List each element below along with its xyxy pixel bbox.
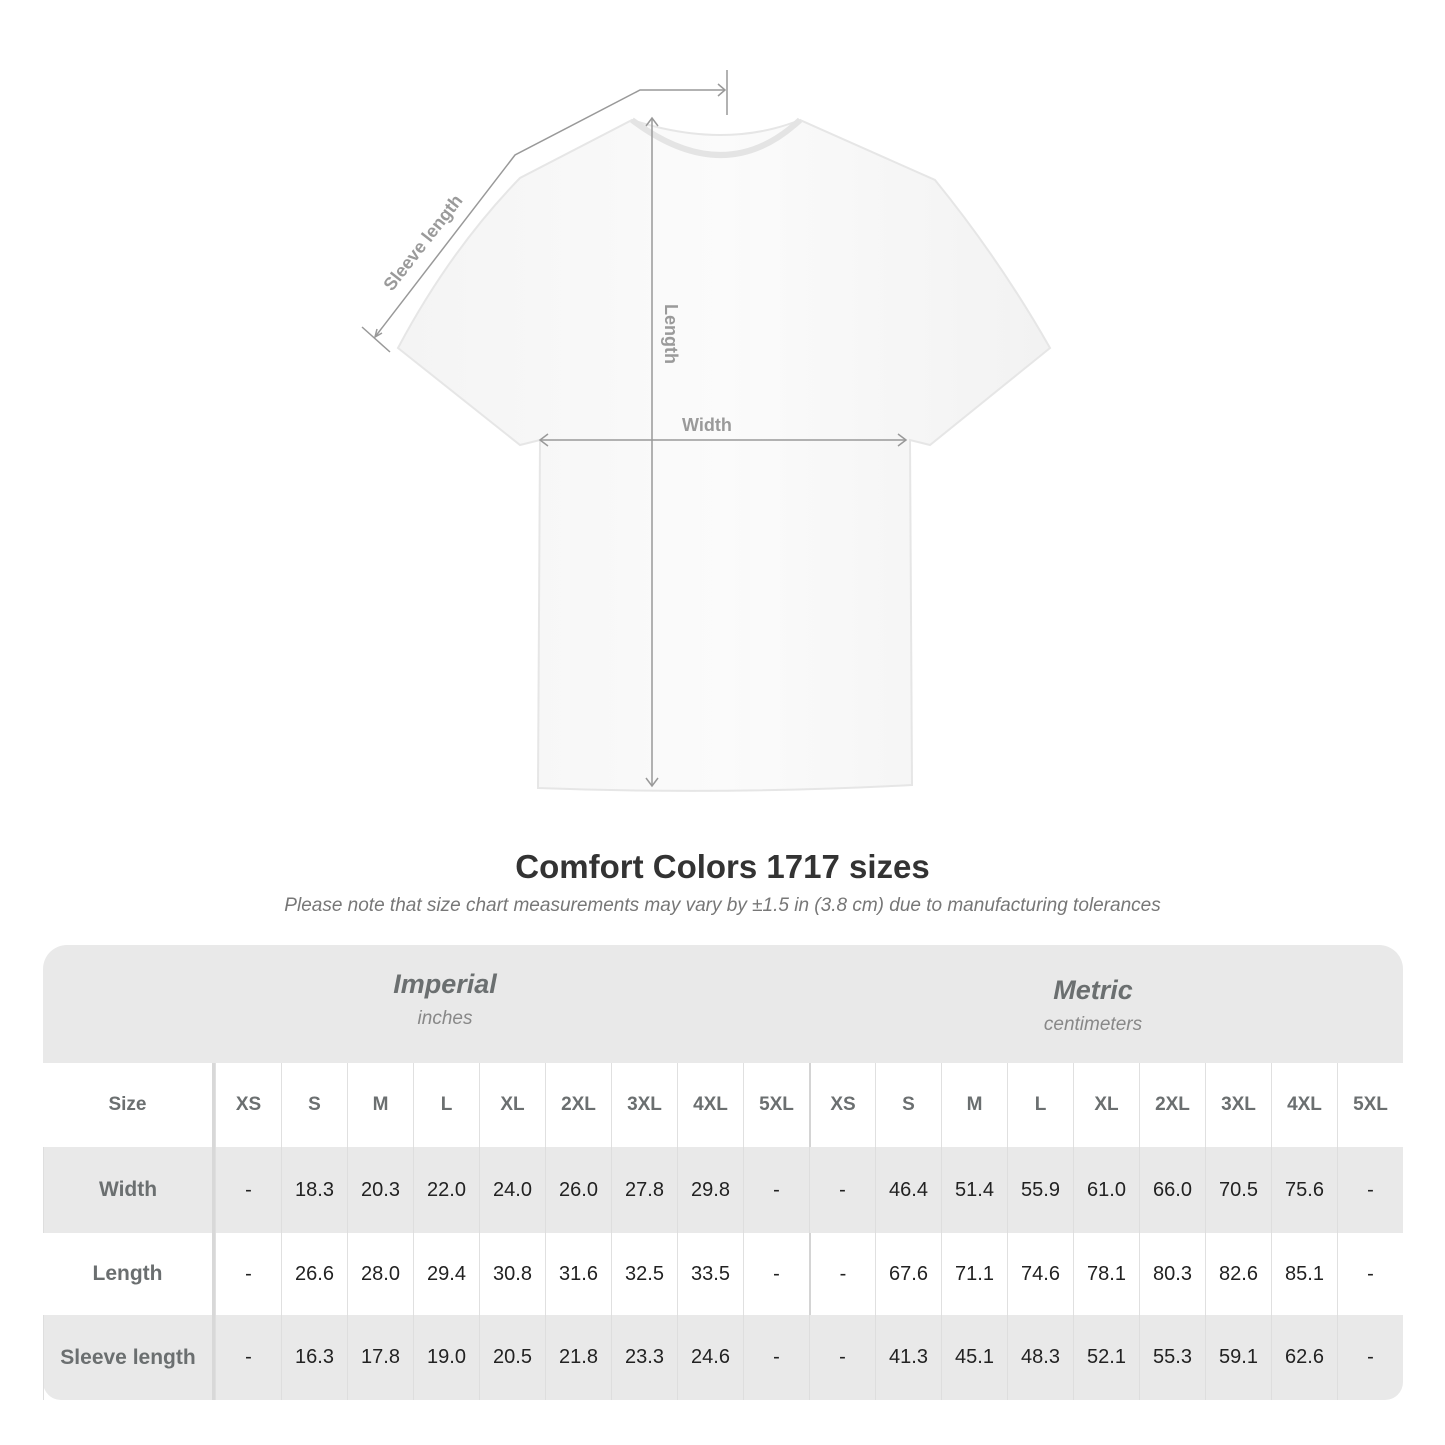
size-header-metric: 4XL [1271,1063,1337,1147]
measurement-cell-imperial: 18.3 [281,1147,347,1233]
imperial-header: Imperial inches [148,945,742,1030]
measurement-cell-imperial: - [743,1315,809,1400]
measurement-cell-imperial: 20.5 [479,1315,545,1400]
measurement-cell-imperial: 24.0 [479,1147,545,1233]
size-header-metric: 3XL [1205,1063,1271,1147]
measurement-cell-metric: 75.6 [1271,1147,1337,1233]
measurement-cell-metric: 61.0 [1073,1147,1139,1233]
size-header-imperial: S [281,1063,347,1147]
measurement-cell-imperial: 30.8 [479,1233,545,1315]
table-row: Width -18.3 20.3 22.0 24.0 26.0 27.8 29.8- -46.4… [43,1147,1403,1233]
measurement-cell-imperial: 29.8 [677,1147,743,1233]
row-label: Size [43,1063,215,1147]
length-label: Length [661,304,681,364]
size-header-metric: 5XL [1337,1063,1403,1147]
measurement-cell-metric: 45.1 [941,1315,1007,1400]
measurement-cell-metric: 51.4 [941,1147,1007,1233]
width-label: Width [682,415,732,435]
size-header-metric: 2XL [1139,1063,1205,1147]
size-header-metric: M [941,1063,1007,1147]
measurement-cell-metric: - [809,1233,875,1315]
measurement-cell-metric: 52.1 [1073,1315,1139,1400]
measurement-cell-imperial: 20.3 [347,1147,413,1233]
size-header-imperial: M [347,1063,413,1147]
size-header-metric: XL [1073,1063,1139,1147]
size-table: Imperial inches Metric centimeters Size X… [43,945,1403,1400]
measurement-cell-metric: - [809,1315,875,1400]
measurement-cell-imperial: 21.8 [545,1315,611,1400]
size-header-imperial: 4XL [677,1063,743,1147]
measurement-cell-metric: - [809,1147,875,1233]
size-header-metric: XS [809,1063,875,1147]
row-label: Width [43,1147,215,1233]
measurement-cell-metric: 55.9 [1007,1147,1073,1233]
measurement-cell-metric: - [1337,1233,1403,1315]
measurement-cell-imperial: 32.5 [611,1233,677,1315]
measurement-cell-imperial: 27.8 [611,1147,677,1233]
measurement-lines [361,70,908,788]
measurement-cell-imperial: - [215,1315,281,1400]
measurement-cell-metric: - [1337,1315,1403,1400]
measurement-cell-metric: 59.1 [1205,1315,1271,1400]
size-header-imperial: XL [479,1063,545,1147]
measurement-cell-imperial: - [743,1147,809,1233]
size-header-metric: L [1007,1063,1073,1147]
measurement-cell-imperial: 29.4 [413,1233,479,1315]
page-title: Comfort Colors 1717 sizes [515,848,930,885]
measurement-cell-imperial: 26.6 [281,1233,347,1315]
measurement-cell-metric: - [1337,1147,1403,1233]
row-label: Sleeve length [43,1315,215,1400]
tshirt-diagram: Sleeve length Length Width [361,70,1052,792]
measurement-cell-metric: 66.0 [1139,1147,1205,1233]
unit-header: Imperial inches Metric centimeters [43,945,1403,1063]
measurement-cell-imperial: 24.6 [677,1315,743,1400]
table-row: Sleeve length -16.3 17.8 19.0 20.5 21.8 23.3 24… [43,1315,1403,1400]
measurement-cell-imperial: 17.8 [347,1315,413,1400]
size-header-imperial: L [413,1063,479,1147]
metric-title: Metric [1053,975,1133,1005]
size-header-imperial: 2XL [545,1063,611,1147]
measurement-cell-metric: 71.1 [941,1233,1007,1315]
measurement-cell-imperial: - [215,1233,281,1315]
imperial-unit: inches [417,1008,473,1029]
tshirt-body [396,118,1052,792]
size-header-imperial: 5XL [743,1063,809,1147]
measurement-cell-imperial: 33.5 [677,1233,743,1315]
metric-header: Metric centimeters [796,945,1390,1036]
measurement-cell-metric: 46.4 [875,1147,941,1233]
measurement-cell-metric: 78.1 [1073,1233,1139,1315]
measurement-cell-imperial: 16.3 [281,1315,347,1400]
measurement-cell-metric: 85.1 [1271,1233,1337,1315]
measurement-cell-imperial: 28.0 [347,1233,413,1315]
imperial-title: Imperial [393,969,497,999]
tolerance-note: Please note that size chart measurements… [284,895,1161,916]
metric-unit: centimeters [1043,1014,1143,1035]
measurement-cell-imperial: - [743,1233,809,1315]
measurement-cell-metric: 48.3 [1007,1315,1073,1400]
measurement-cell-imperial: 26.0 [545,1147,611,1233]
size-header-row: Size XS S M L XL 2XL 3XL 4XL 5XL XS S M L XL 2XL 3XL 4XL 5… [43,1063,1403,1147]
measurement-cell-metric: 55.3 [1139,1315,1205,1400]
measurement-cell-metric: 67.6 [875,1233,941,1315]
measurement-cell-imperial: 19.0 [413,1315,479,1400]
row-label: Length [43,1233,215,1315]
measurement-cell-metric: 41.3 [875,1315,941,1400]
size-header-imperial: XS [215,1063,281,1147]
measurement-cell-metric: 82.6 [1205,1233,1271,1315]
measurement-cell-imperial: 31.6 [545,1233,611,1315]
measurement-cell-metric: 80.3 [1139,1233,1205,1315]
measurement-cell-imperial: - [215,1147,281,1233]
measurement-cell-metric: 70.5 [1205,1147,1271,1233]
measurement-cell-imperial: 23.3 [611,1315,677,1400]
measurement-cell-metric: 74.6 [1007,1233,1073,1315]
size-header-metric: S [875,1063,941,1147]
measurement-cell-metric: 62.6 [1271,1315,1337,1400]
table-row: Length -26.6 28.0 29.4 30.8 31.6 32.5 33.5- -67.… [43,1233,1403,1315]
measurement-cell-imperial: 22.0 [413,1147,479,1233]
size-header-imperial: 3XL [611,1063,677,1147]
